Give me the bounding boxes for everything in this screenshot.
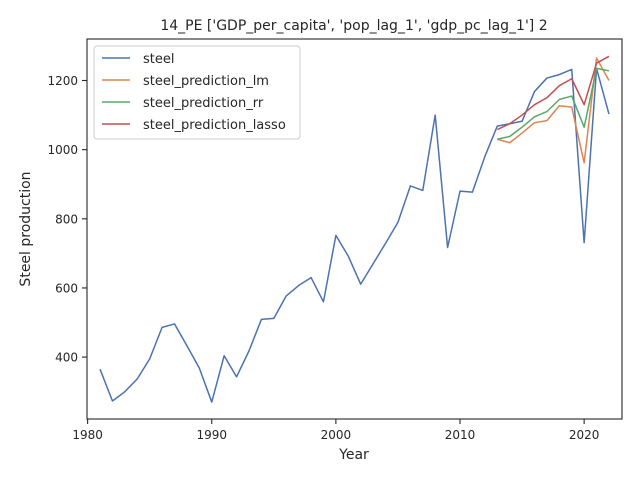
y-axis: 400 600 800 1000 1200	[47, 74, 87, 365]
legend-label: steel_prediction_lasso	[143, 118, 286, 133]
x-tick-label: 2000	[321, 428, 352, 442]
y-axis-label: Steel production	[18, 171, 34, 286]
x-axis: 1980 1990 2000 2010 2020	[72, 419, 599, 442]
x-tick-label: 1990	[196, 428, 227, 442]
y-tick-label: 400	[55, 351, 78, 365]
chart-title: 14_PE ['GDP_per_capita', 'pop_lag_1', 'g…	[160, 18, 547, 34]
legend-label: steel	[143, 52, 174, 67]
series-line-steel	[99, 67, 610, 403]
series-line-steel-prediction-lasso	[496, 55, 610, 131]
series-line-steel-prediction-rr	[497, 67, 610, 141]
x-tick-label: 2010	[445, 428, 476, 442]
x-axis-label: Year	[338, 447, 369, 463]
plot-lines	[99, 55, 610, 403]
y-tick-label: 1200	[47, 74, 78, 88]
legend: steel steel_prediction_lm steel_prediction…	[93, 45, 301, 140]
y-tick-label: 600	[55, 281, 78, 295]
x-tick-label: 2020	[569, 428, 600, 442]
y-tick-label: 800	[55, 212, 78, 226]
legend-box	[93, 45, 301, 140]
x-tick-label: 1980	[72, 428, 103, 442]
plot-frame	[86, 38, 623, 420]
series-line-steel-prediction-lm	[497, 57, 610, 164]
legend-label: steel_prediction_lm	[143, 74, 269, 89]
legend-label: steel_prediction_rr	[143, 96, 264, 111]
y-tick-label: 1000	[47, 143, 78, 157]
